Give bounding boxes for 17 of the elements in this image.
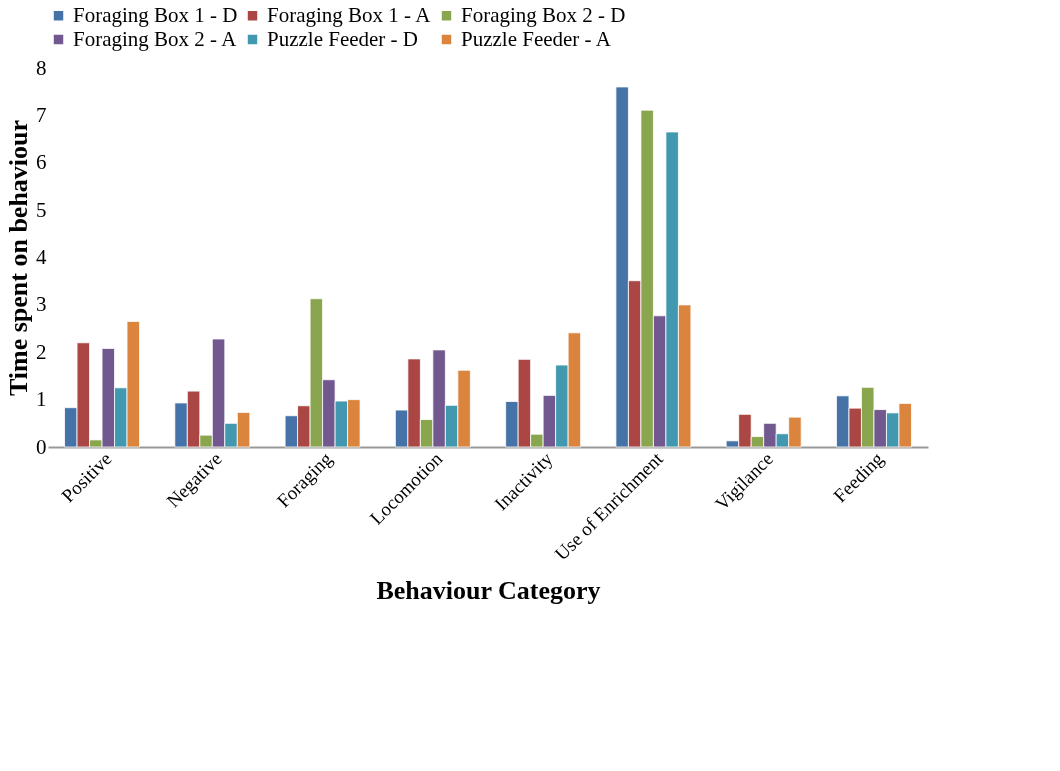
- y-tick-label: 3: [36, 292, 47, 317]
- legend-label: Foraging Box 2 - D: [461, 2, 626, 27]
- y-tick-label: 0: [36, 434, 47, 459]
- y-tick-label: 4: [36, 245, 47, 269]
- y-axis-title: Time spent on behaviour: [4, 119, 33, 397]
- y-tick-label: 2: [36, 339, 47, 364]
- y-tick-label: 7: [36, 102, 47, 127]
- legend-label: Puzzle Feeder - A: [461, 26, 612, 51]
- x-axis-title: Behaviour Category: [376, 576, 601, 606]
- y-tick-label: 6: [36, 150, 47, 175]
- legend-label: Foraging Box 2 - A: [73, 26, 238, 51]
- y-tick-label: 8: [36, 55, 47, 80]
- y-tick-label: 1: [36, 387, 47, 412]
- legend-label: Puzzle Feeder - D: [267, 26, 419, 51]
- y-tick-label: 5: [36, 197, 47, 222]
- legend-label: Foraging Box 1 - D: [73, 2, 238, 27]
- legend-label: Foraging Box 1 - A: [267, 2, 432, 27]
